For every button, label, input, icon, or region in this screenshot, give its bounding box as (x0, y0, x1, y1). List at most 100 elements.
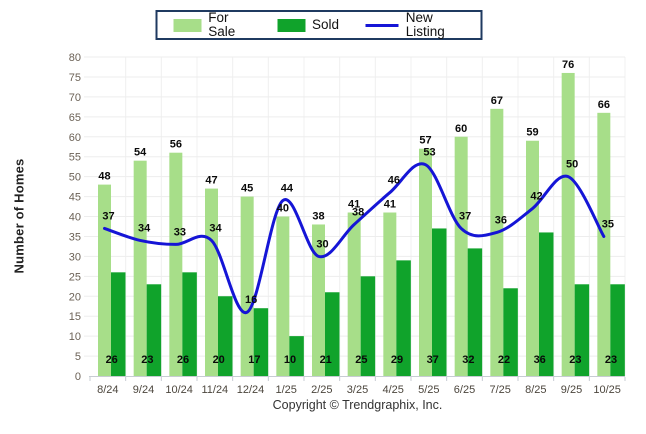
sold-bar (396, 260, 411, 376)
for-sale-value-label: 40 (277, 203, 289, 215)
y-axis-tick-label: 20 (69, 291, 81, 303)
sold-value-label: 25 (355, 354, 367, 366)
sold-bar (182, 272, 197, 376)
for-sale-bar (454, 136, 468, 376)
x-axis-label: 2/25 (311, 384, 332, 396)
x-axis-label: 9/24 (133, 384, 154, 396)
new-listing-value-label: 16 (245, 294, 257, 306)
for-sale-bar (98, 184, 111, 376)
new-listing-value-label: 42 (530, 191, 542, 203)
for-sale-bar (240, 196, 254, 376)
x-axis-label: 3/25 (347, 384, 368, 396)
new-listing-value-label: 50 (566, 159, 578, 171)
y-axis-tick-label: 50 (69, 172, 81, 184)
sold-value-label: 21 (320, 354, 332, 366)
sold-value-label: 23 (141, 354, 153, 366)
x-axis-label: 5/25 (418, 384, 439, 396)
y-axis-tick-label: 60 (69, 132, 81, 144)
sold-value-label: 23 (569, 354, 581, 366)
for-sale-value-label: 60 (455, 123, 467, 135)
for-sale-bar (276, 216, 290, 376)
x-axis-label: 8/25 (525, 384, 546, 396)
sold-value-label: 23 (605, 354, 617, 366)
x-axis-label: 7/25 (489, 384, 510, 396)
new-listing-line-swatch (365, 23, 399, 27)
x-axis-label: 10/24 (165, 384, 193, 396)
for-sale-value-label: 48 (98, 171, 110, 183)
new-listing-value-label: 46 (388, 175, 400, 187)
y-axis-tick-label: 55 (69, 152, 81, 164)
for-sale-bar (419, 148, 432, 376)
for-sale-value-label: 54 (134, 147, 147, 159)
x-axis-label: 4/25 (382, 384, 403, 396)
new-listing-value-label: 36 (495, 214, 507, 226)
new-listing-value-label: 34 (209, 222, 222, 234)
for-sale-bar (383, 212, 397, 376)
for-sale-value-label: 76 (562, 59, 574, 71)
legend-label-new-listing: New Listing (405, 10, 445, 39)
for-sale-value-label: 41 (348, 199, 360, 211)
x-axis-label: 11/24 (201, 384, 228, 396)
x-axis-label: 12/24 (237, 384, 265, 396)
sold-bar (574, 284, 590, 376)
sold-value-label: 36 (534, 354, 546, 366)
legend-label-for-sale: For Sale (208, 10, 236, 39)
y-axis-tick-label: 75 (69, 72, 81, 84)
for-sale-bar (597, 112, 611, 376)
sold-bar (146, 284, 162, 376)
for-sale-value-label: 41 (384, 199, 396, 211)
legend-label-sold: Sold (312, 17, 340, 32)
for-sale-value-label: 47 (205, 175, 217, 187)
sold-value-label: 26 (106, 354, 118, 366)
x-axis-label: 6/25 (454, 384, 475, 396)
y-axis-tick-label: 25 (69, 271, 81, 283)
sold-bar (539, 232, 554, 376)
y-axis-tick-label: 30 (69, 251, 81, 263)
new-listing-value-label: 38 (352, 206, 364, 218)
y-axis-tick-label: 15 (69, 311, 81, 323)
sold-value-label: 20 (213, 354, 225, 366)
sold-value-label: 37 (427, 354, 439, 366)
sold-value-label: 29 (391, 354, 403, 366)
for-sale-value-label: 59 (526, 127, 538, 139)
for-sale-value-label: 67 (491, 95, 503, 107)
sold-bar (432, 228, 447, 376)
x-axis-label: 10/25 (593, 384, 621, 396)
y-axis-tick-label: 0 (75, 371, 81, 383)
sold-bar (325, 292, 340, 376)
for-sale-bar (561, 72, 575, 376)
y-axis-tick-label: 65 (69, 112, 81, 124)
new-listing-value-label: 53 (423, 147, 435, 159)
y-axis-tick-label: 80 (69, 52, 81, 64)
for-sale-value-label: 57 (419, 135, 431, 147)
for-sale-value-label: 56 (170, 139, 182, 151)
y-axis-tick-label: 45 (69, 192, 81, 204)
for-sale-value-label: 66 (598, 99, 610, 111)
sold-bar (111, 272, 126, 376)
for-sale-bar (490, 108, 504, 377)
sold-value-label: 22 (498, 354, 510, 366)
x-axis-label: 1/25 (275, 384, 296, 396)
sold-bar (253, 308, 269, 376)
new-listing-value-label: 30 (316, 238, 328, 250)
for-sale-bar (133, 160, 147, 376)
x-axis-label: 9/25 (561, 384, 582, 396)
y-axis-tick-label: 35 (69, 231, 81, 243)
for-sale-bar (347, 212, 361, 376)
for-sale-bar (169, 152, 183, 376)
sold-bar (218, 296, 233, 376)
copyright-text: Copyright © Trendgraphix, Inc. (272, 398, 443, 412)
for-sale-bar (312, 224, 325, 376)
new-listing-value-label: 37 (102, 210, 114, 222)
for-sale-value-label: 45 (241, 183, 253, 195)
sold-bar (289, 336, 304, 376)
for-sale-bar (205, 188, 218, 376)
sold-bar (610, 284, 625, 376)
for-sale-swatch (173, 18, 202, 32)
new-listing-value-label: 35 (602, 218, 614, 230)
new-listing-value-label: 33 (174, 226, 186, 238)
sold-swatch (277, 18, 306, 32)
for-sale-value-label: 38 (312, 210, 324, 222)
new-listing-value-label: 37 (459, 210, 471, 222)
